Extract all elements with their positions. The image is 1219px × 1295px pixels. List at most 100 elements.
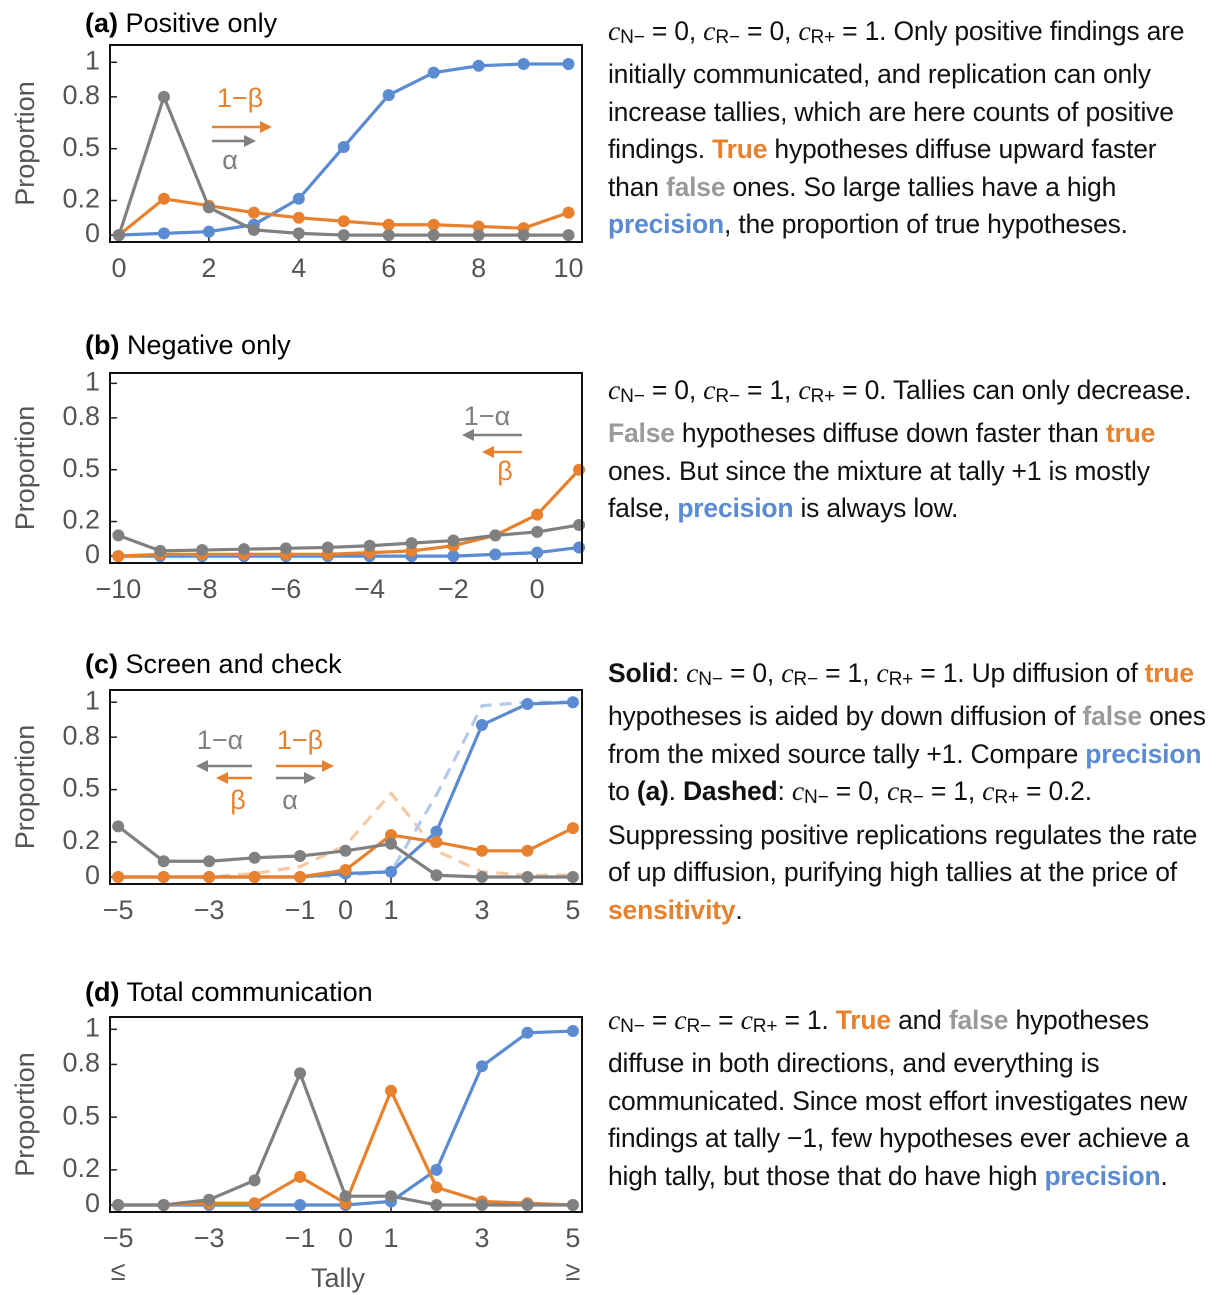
caption-text: True [835, 1005, 891, 1035]
caption-text: = 1. Only positive findings are initiall… [608, 16, 1185, 165]
data-point [447, 534, 460, 547]
data-point [385, 1190, 398, 1203]
caption-text: R− [793, 668, 818, 690]
data-point [475, 844, 488, 857]
caption-text: false [665, 171, 726, 202]
data-point [427, 218, 440, 231]
data-point [238, 543, 251, 556]
x-tick-label: −1 [285, 895, 316, 925]
y-tick-label: 0.2 [62, 184, 100, 214]
annotation-label: α [222, 145, 238, 175]
x-tick-label: −1 [285, 1223, 316, 1253]
caption-text: c [703, 375, 716, 406]
data-point [382, 89, 395, 102]
caption-text: c [876, 658, 889, 689]
caption-text: Dashed [683, 776, 778, 807]
data-point [385, 837, 398, 850]
data-point [430, 1163, 443, 1176]
data-point [154, 544, 167, 557]
caption-text: c [982, 776, 995, 808]
data-point [337, 215, 350, 228]
y-tick-label: 0.5 [62, 1100, 100, 1130]
data-point [294, 1067, 307, 1080]
caption-text: . [735, 894, 743, 925]
data-point [202, 225, 215, 238]
caption-text: R− [899, 787, 924, 809]
data-point [566, 822, 579, 835]
x-tick-label: −3 [194, 1223, 225, 1253]
y-tick-label: 0.2 [62, 505, 100, 535]
x-tick-label: 0 [338, 895, 353, 925]
caption-text: = 1, [739, 375, 799, 405]
data-point [521, 1026, 534, 1039]
caption-text: precision [677, 493, 794, 524]
data-point [573, 519, 586, 531]
x-tick-label: −4 [354, 574, 385, 604]
data-point [566, 1025, 579, 1038]
data-point [385, 1084, 398, 1097]
caption-text: and [890, 1005, 949, 1035]
series-line [118, 1029, 573, 1207]
y-tick-label: 0 [85, 539, 100, 569]
plot-frame [109, 689, 583, 885]
x-tick-label: −8 [187, 574, 218, 604]
caption: cN− = 0, cR− = 0, cR+ = 1. Only positive… [608, 13, 1214, 244]
y-tick-label: 0.8 [62, 720, 100, 750]
caption-text: : [671, 658, 687, 688]
data-point [531, 546, 544, 559]
x-tick-label: −6 [271, 574, 302, 604]
data-point [521, 1198, 534, 1211]
data-point [566, 696, 579, 709]
data-point [382, 229, 395, 242]
data-point [447, 550, 460, 563]
caption-text: = 1. [777, 1005, 836, 1035]
y-axis-label: Proportion [10, 406, 40, 531]
caption-text: N− [620, 1015, 645, 1037]
caption-text: R− [686, 1015, 711, 1037]
annotation-arrowhead [462, 429, 474, 441]
x-tick-label: 0 [530, 574, 545, 604]
caption: cN− = 0, cR− = 1, cR+ = 0. Tallies can o… [608, 372, 1214, 528]
caption-text: ones. So large tallies have a high [725, 171, 1117, 202]
x-tick-label: 3 [474, 895, 489, 925]
series-line [118, 468, 581, 558]
caption-text: N− [804, 787, 829, 809]
y-tick-label: 0.5 [62, 453, 100, 483]
x-tick-label: 3 [474, 1223, 489, 1253]
data-point [472, 59, 485, 72]
data-point [430, 836, 443, 849]
x-tick-label: −5 [103, 895, 134, 925]
caption-text: R+ [888, 668, 914, 690]
data-point [430, 1181, 443, 1194]
caption-text: c [798, 375, 811, 406]
caption-text: R+ [752, 1015, 778, 1037]
x-tick-label: −5 [103, 1223, 134, 1253]
y-tick-label: 0.8 [62, 401, 100, 431]
panel-title: (d) Total communication [85, 977, 373, 1007]
y-tick-label: 1 [85, 1012, 100, 1042]
series-line [117, 95, 569, 237]
x-tick-label: 5 [565, 1223, 580, 1253]
caption-text: N− [698, 668, 723, 690]
data-point [521, 871, 534, 884]
panel-title-text: Positive only [118, 8, 278, 38]
caption-text: c [686, 658, 699, 689]
x-tick-sublabel: ≥ [565, 1256, 580, 1286]
annotation-arrowhead [216, 772, 228, 784]
x-tick-label: 1 [384, 895, 399, 925]
x-tick-label: 2 [201, 253, 216, 283]
x-tick-label: −2 [438, 574, 469, 604]
data-point [382, 218, 395, 231]
data-point [562, 206, 575, 219]
data-point [430, 825, 443, 838]
annotation-arrowhead [322, 760, 334, 772]
caption-text: True [712, 134, 768, 165]
caption-text: = 0, [722, 658, 782, 688]
caption-text: c [608, 16, 621, 47]
data-point [112, 1198, 125, 1211]
caption-text: = 0. Tallies can only decrease. [835, 375, 1192, 405]
data-point [248, 871, 261, 884]
y-tick-label: 0.8 [62, 80, 100, 110]
